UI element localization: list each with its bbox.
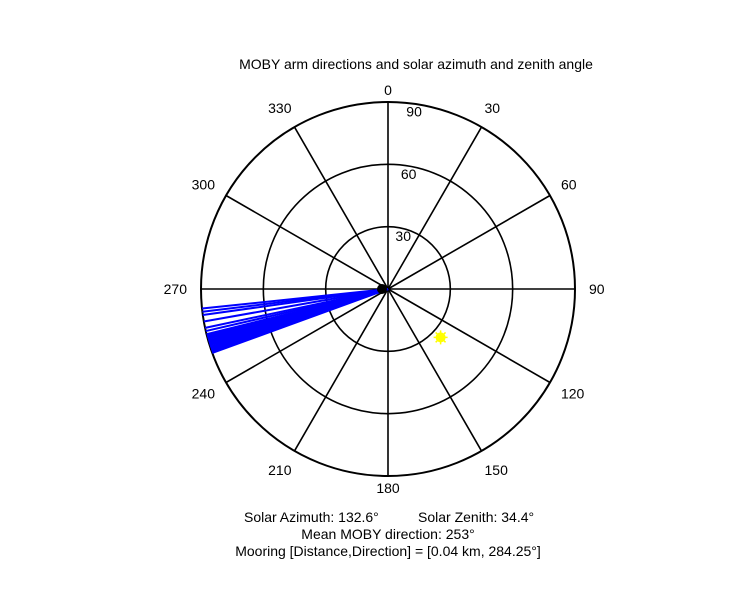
angle-label-270: 270 — [164, 281, 188, 297]
mean-direction-text: Mean MOBY direction: 253° — [301, 526, 474, 542]
polar-grid — [200, 101, 576, 477]
moby-arm-line-14 — [204, 288, 389, 329]
moby-arm-line-18 — [201, 288, 389, 310]
angle-label-150: 150 — [485, 462, 509, 478]
center-marker — [377, 284, 387, 294]
solar-zenith-text: Solar Zenith: 34.4° — [418, 509, 534, 525]
angle-label-0: 0 — [384, 82, 392, 98]
sun-ray-5 — [435, 331, 442, 338]
chart-title: MOBY arm directions and solar azimuth an… — [239, 56, 593, 72]
spoke-150 — [387, 288, 483, 452]
spoke-120 — [387, 288, 551, 384]
markers — [377, 284, 448, 345]
sun-ray-3 — [435, 336, 442, 343]
spoke-60 — [387, 194, 551, 290]
moby-arm-line-15 — [203, 288, 389, 323]
angle-label-90: 90 — [589, 281, 605, 297]
spoke-240 — [225, 288, 389, 384]
spoke-300 — [225, 194, 389, 290]
angle-label-330: 330 — [268, 100, 292, 116]
angle-label-240: 240 — [192, 386, 216, 402]
solar-azimuth-text: Solar Azimuth: 132.6° — [244, 509, 379, 525]
mooring-text: Mooring [Distance,Direction] = [0.04 km,… — [235, 543, 541, 559]
angle-label-180: 180 — [376, 480, 400, 496]
sun-ray-7 — [440, 331, 447, 338]
angle-label-210: 210 — [268, 462, 292, 478]
radial-label-30: 30 — [395, 228, 411, 244]
sun-marker — [433, 330, 448, 345]
radial-label-60: 60 — [401, 166, 417, 182]
angle-labels: 0 30 60 90 120 150 180 210 240 270 300 330 — [164, 82, 605, 496]
radial-labels: 30 60 90 — [395, 104, 422, 244]
angle-label-120: 120 — [561, 386, 585, 402]
angle-label-60: 60 — [561, 177, 577, 193]
moby-arm-lines — [201, 288, 389, 354]
angle-label-30: 30 — [485, 100, 501, 116]
spoke-30 — [387, 126, 483, 290]
spoke-330 — [293, 126, 389, 290]
angle-label-300: 300 — [192, 177, 216, 193]
radial-label-90: 90 — [406, 104, 422, 120]
sun-ray-1 — [440, 336, 447, 343]
spoke-210 — [293, 288, 389, 452]
